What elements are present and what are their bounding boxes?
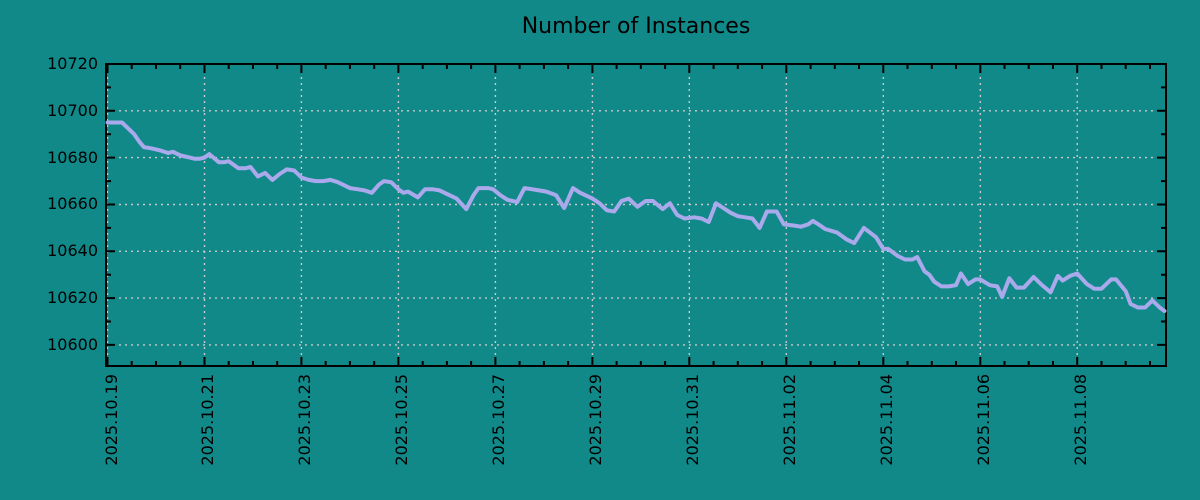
y-tick-label: 10660 [47,194,98,213]
x-tick-label: 2025.11.08 [1071,374,1090,466]
x-tick-label: 2025.11.06 [974,374,993,466]
y-tick-label: 10700 [47,101,98,120]
x-tick-label: 2025.10.19 [102,374,121,466]
x-tick-label: 2025.10.23 [295,374,314,466]
x-tick-label: 2025.10.29 [586,374,605,466]
y-tick-label: 10680 [47,148,98,167]
y-tick-label: 10720 [47,54,98,73]
x-tick-label: 2025.10.31 [683,374,702,466]
y-tick-label: 10620 [47,288,98,307]
x-tick-label: 2025.11.04 [877,374,896,466]
y-tick-label: 10640 [47,241,98,260]
x-tick-label: 2025.10.27 [489,374,508,466]
grid-lines [106,65,1165,365]
axis-ticks [106,63,1165,365]
x-tick-label: 2025.11.02 [780,374,799,466]
plot-border [105,63,1167,367]
chart-title: Number of Instances [521,14,751,39]
x-tick-label: 2025.10.21 [198,374,217,466]
y-tick-label: 10600 [47,335,98,354]
x-tick-label: 2025.10.25 [392,374,411,466]
data-line [105,120,1167,313]
